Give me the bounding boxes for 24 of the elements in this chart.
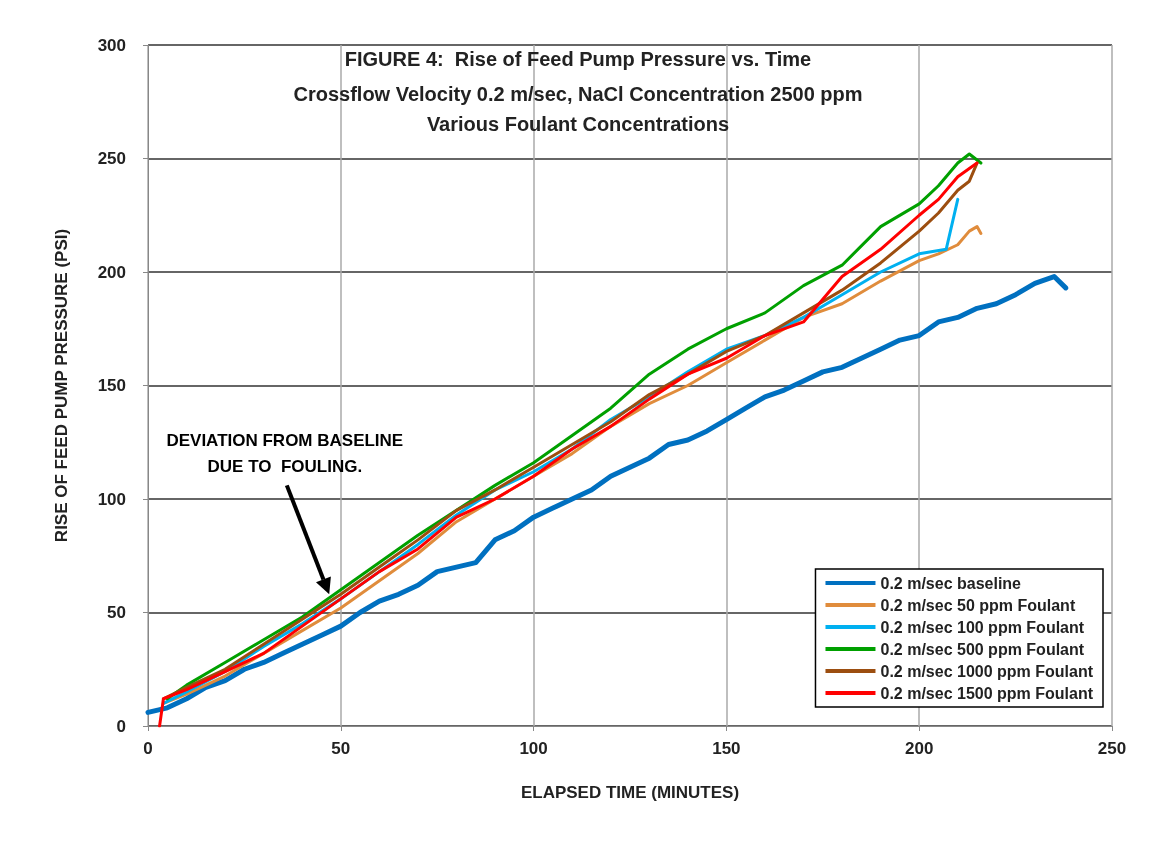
x-tick-label: 50 [331,739,351,758]
chart-title: FIGURE 4: Rise of Feed Pump Pressure vs. Time [344,48,812,70]
legend-label: 0.2 m/sec 50 ppm Foulant [880,596,1076,614]
legend-label: 0.2 m/sec 500 ppm Foulant [880,640,1085,658]
x-tick-label: 100 [519,739,548,758]
y-tick-label: 300 [97,35,126,55]
legend-label: 0.2 m/sec baseline [880,574,1022,592]
y-tick-label: 100 [97,489,126,509]
legend-label: 0.2 m/sec 1500 ppm Foulant [880,684,1094,702]
legend-label: 0.2 m/sec 1000 ppm Foulant [880,662,1094,680]
y-tick-label: 200 [97,262,126,282]
y-tick-label: 250 [97,149,126,168]
x-tick-label: 250 [1097,739,1127,758]
x-axis-title: ELAPSED TIME (MINUTES) [520,783,740,802]
y-tick-label: 0 [116,716,126,736]
x-tick-label: 0 [143,739,153,758]
legend-label: 0.2 m/sec 100 ppm Foulant [880,618,1085,636]
y-tick-label: 50 [107,603,126,622]
x-tick-label: 200 [905,739,934,758]
annotation: DEVIATION FROM BASELINE DUE TO FOULING. [166,430,404,476]
y-axis-title: RISE OF FEED PUMP PRESSURE (PSI) [52,228,71,543]
y-tick-label: 150 [97,376,126,395]
x-tick-label: 150 [712,739,741,758]
text: Crossflow Velocity 0.2 m/sec, NaCl Concentration 2500 ppm Various Foulant Concentrations [293,83,863,135]
